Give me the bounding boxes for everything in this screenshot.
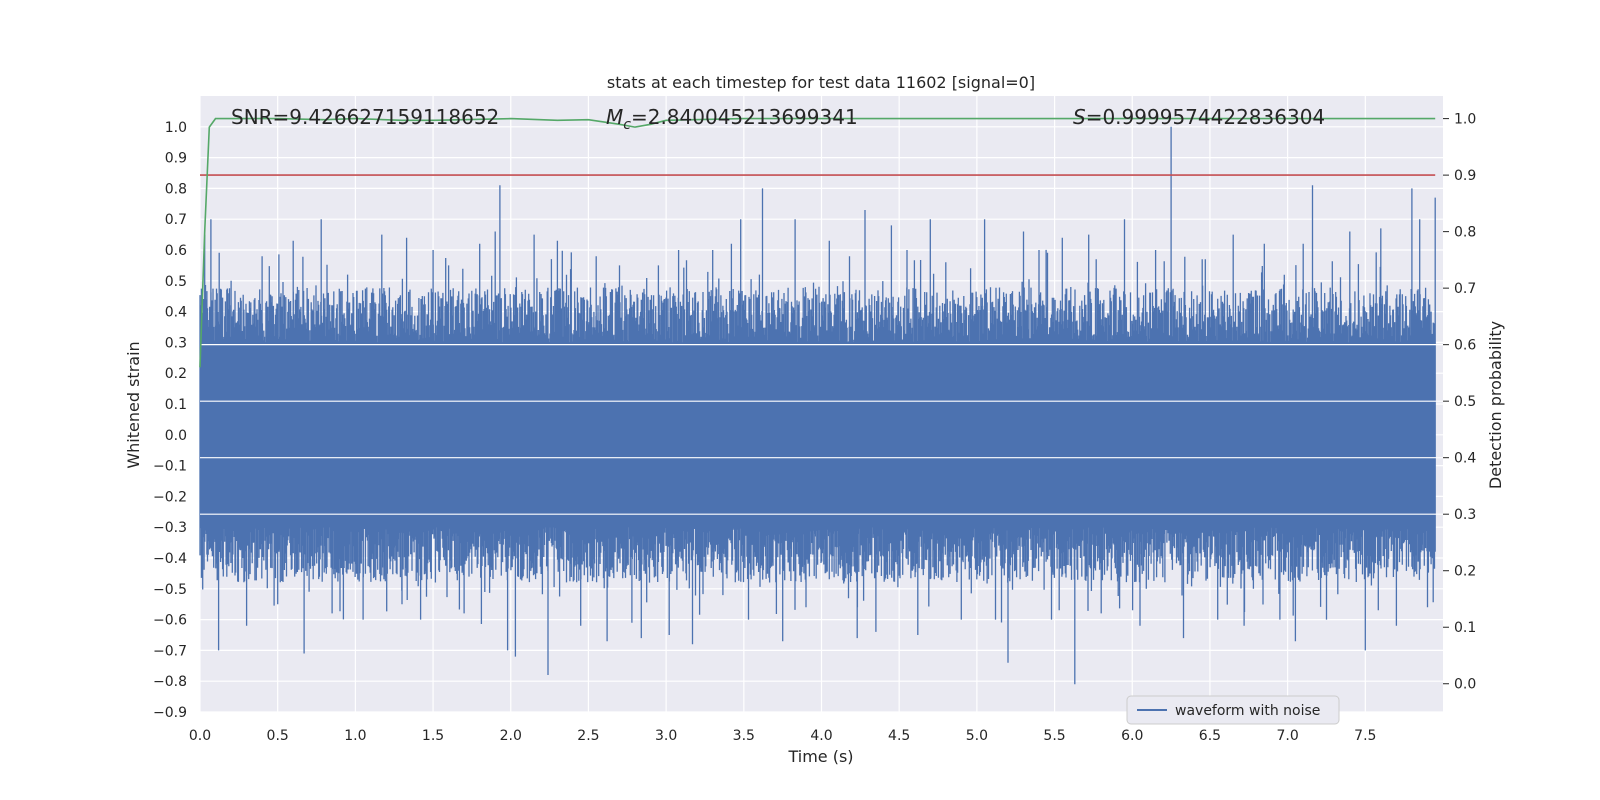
legend-label: waveform with noise	[1175, 703, 1320, 719]
y-right-axis-label: Detection probability	[1486, 321, 1505, 489]
y-left-tick-label: −0.9	[153, 705, 187, 721]
x-tick-label: 6.0	[1121, 728, 1143, 744]
x-tick-label: 7.5	[1354, 728, 1376, 744]
y-left-tick-label: 0.3	[165, 335, 187, 351]
legend: waveform with noise	[1126, 695, 1340, 725]
probability-series	[199, 117, 1443, 515]
y-right-tick-label: 0.7	[1454, 281, 1476, 297]
y-left-tick-label: −0.8	[153, 674, 187, 690]
x-tick-label: 5.0	[966, 728, 988, 744]
x-tick-label: 1.0	[344, 728, 366, 744]
y-left-tick-label: 0.7	[165, 212, 187, 228]
x-tick-label: 2.0	[500, 728, 522, 744]
y-right-tick-label: 0.6	[1454, 338, 1476, 354]
y-left-axis-label: Whitened strain	[124, 341, 143, 468]
y-left-tick-label: −0.5	[153, 582, 187, 598]
y-left-tick-label: 0.9	[165, 151, 187, 167]
y-left-tick-label: −0.3	[153, 520, 187, 536]
y-left-tick-label: −0.7	[153, 643, 187, 659]
chart-title: stats at each timestep for test data 116…	[607, 73, 1035, 92]
x-tick-label: 4.0	[810, 728, 832, 744]
y-left-tick-label: 0.8	[165, 181, 187, 197]
y-left-tick-label: 0.6	[165, 243, 187, 259]
y-right-tick-label: 0.3	[1454, 507, 1476, 523]
legend-box	[1126, 695, 1340, 725]
y-left-tick-label: −0.1	[153, 459, 187, 475]
y-left-tick-label: 0.2	[165, 366, 187, 382]
y-left-tick-label: 0.0	[165, 428, 187, 444]
y-left-tick-label: 0.4	[165, 305, 187, 321]
chirp-mass-annotation: Mc=2.840045213699341	[606, 105, 858, 133]
x-tick-label: 3.0	[655, 728, 677, 744]
y-right-tick-label: 0.1	[1454, 620, 1476, 636]
y-right-tick-label: 0.4	[1454, 451, 1476, 467]
y-left-tick-labels: 1.0 0.9 0.8 0.7 0.6 0.5 0.4 0.3 0.2 0.1 0.0 −0.1 −0.…	[153, 120, 187, 721]
y-right-tick-labels: 1.0 0.9 0.8 0.7 0.6 0.5 0.4 0.3 0.2 0.1 0.0	[1443, 112, 1476, 693]
y-left-tick-label: 1.0	[165, 120, 187, 136]
y-right-tick-label: 0.8	[1454, 225, 1476, 241]
waveform-series	[199, 126, 1436, 685]
y-right-tick-label: 0.9	[1454, 168, 1476, 184]
y-right-tick-label: 0.5	[1454, 394, 1476, 410]
detection-probability-line	[199, 117, 1436, 368]
x-tick-label: 0.5	[267, 728, 289, 744]
chirp-mass-subscript: c	[623, 117, 631, 133]
x-tick-label: 2.5	[577, 728, 599, 744]
x-tick-label: 1.5	[422, 728, 444, 744]
y-right-tick-label: 0.0	[1454, 677, 1476, 693]
y-right-tick-label: 0.2	[1454, 564, 1476, 580]
waveform-dense-band	[200, 342, 1436, 528]
y-left-tick-label: −0.4	[153, 551, 187, 567]
chirp-mass-symbol: M	[606, 105, 623, 129]
y-left-tick-label: 0.1	[165, 397, 187, 413]
y-right-tick-label: 1.0	[1454, 112, 1476, 128]
y-left-tick-label: −0.6	[153, 613, 187, 629]
x-tick-label: 4.5	[888, 728, 910, 744]
x-tick-label: 6.5	[1199, 728, 1221, 744]
chirp-mass-value: =2.840045213699341	[631, 105, 858, 129]
plot-area-group	[199, 96, 1443, 713]
x-tick-label: 7.0	[1276, 728, 1298, 744]
x-tick-label: 0.0	[189, 728, 211, 744]
statistic-symbol: S	[1073, 105, 1086, 129]
statistic-annotation: S=0.9999574422836304	[1073, 105, 1325, 129]
y-left-tick-label: 0.5	[165, 274, 187, 290]
statistic-value: =0.9999574422836304	[1086, 105, 1325, 129]
x-tick-label: 5.5	[1043, 728, 1065, 744]
x-tick-label: 3.5	[733, 728, 755, 744]
snr-annotation: SNR=9.426627159118652	[231, 105, 499, 129]
x-axis-label: Time (s)	[787, 747, 853, 766]
y-left-tick-label: −0.2	[153, 489, 187, 505]
x-tick-labels: 0.0 0.5 1.0 1.5 2.0 2.5 3.0 3.5 4.0 4.5 5.0 5.5 6.0 6…	[189, 728, 1377, 744]
